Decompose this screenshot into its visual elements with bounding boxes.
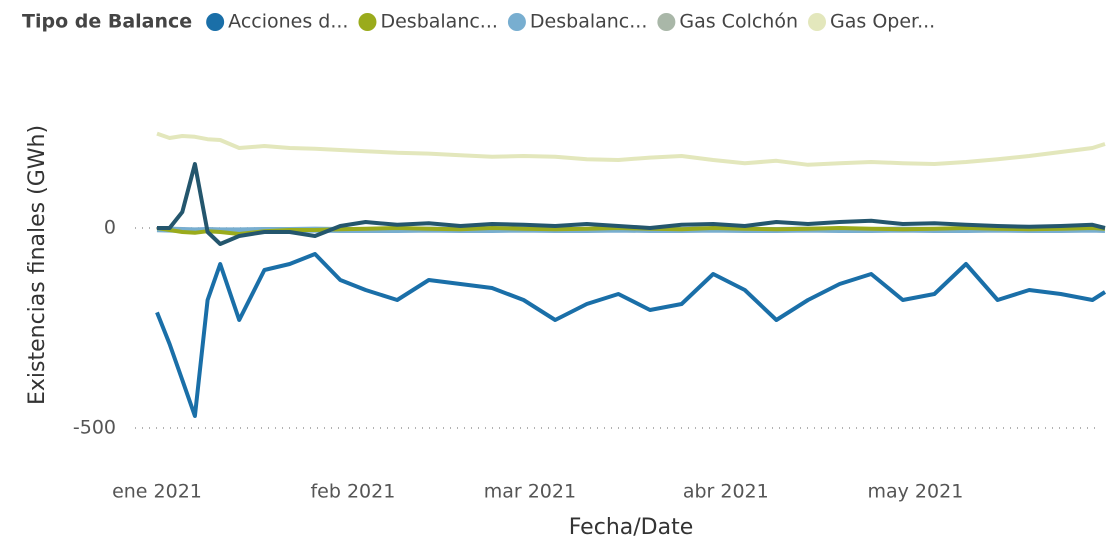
legend-marker: [657, 13, 676, 31]
series-line: [155, 252, 1107, 418]
series-line: [156, 226, 1106, 236]
series-line: [156, 131, 1106, 167]
legend-label: Desbalanc...: [380, 11, 497, 33]
x-tick-label: abr 2021: [683, 481, 769, 503]
legend-label: Acciones d...: [228, 11, 348, 33]
legend-marker: [808, 13, 827, 31]
legend-marker: [507, 13, 526, 31]
series-line: [157, 162, 1106, 246]
x-tick-label: mar 2021: [484, 481, 576, 503]
x-axis-title: Fecha/Date: [569, 515, 694, 540]
legend-title: Tipo de Balance: [22, 11, 192, 33]
x-tick-label: may 2021: [868, 481, 964, 503]
legend-label: Gas Oper...: [830, 11, 935, 33]
legend-label: Desbalanc...: [530, 11, 647, 33]
y-tick-label: 0: [104, 217, 116, 239]
legend-marker: [358, 13, 377, 31]
y-axis-title: Existencias finales (GWh): [25, 125, 50, 405]
legend-marker: [206, 13, 225, 31]
y-tick-label: -500: [73, 417, 116, 439]
x-tick-label: feb 2021: [310, 481, 395, 503]
x-tick-label: ene 2021: [112, 481, 202, 503]
legend-label: Gas Colchón: [679, 11, 798, 33]
